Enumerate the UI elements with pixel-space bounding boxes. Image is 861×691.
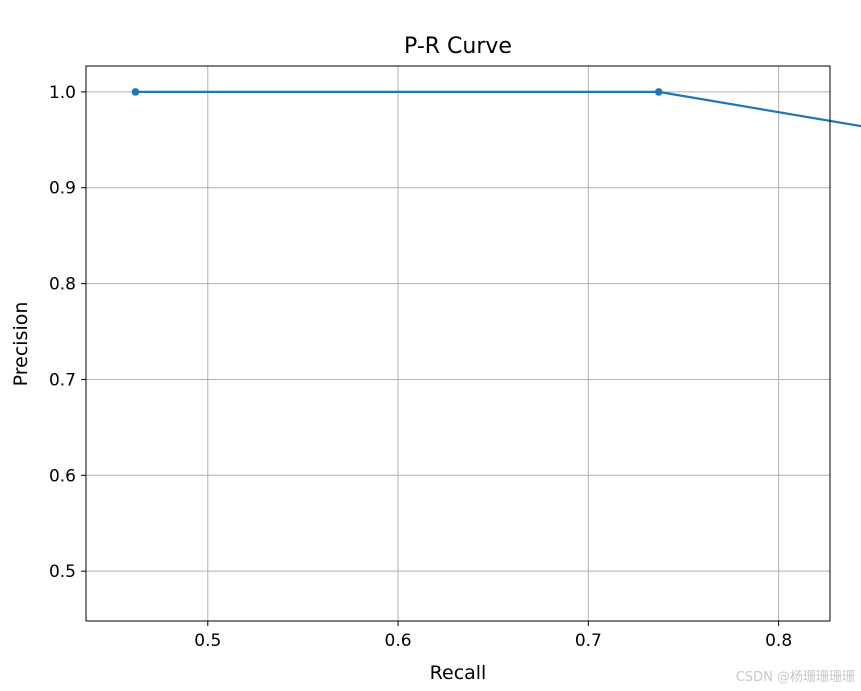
x-tick-label: 0.6 xyxy=(385,631,412,651)
x-axis-ticks: 0.50.60.70.80.91.0 xyxy=(194,621,792,651)
x-tick-label: 0.5 xyxy=(194,631,221,651)
y-tick-label: 1.0 xyxy=(49,83,76,103)
y-axis-label: Precision xyxy=(10,302,32,387)
y-axis-ticks: 0.5 0.6 0.7 0.8 0.9 1.0 xyxy=(49,83,86,582)
series-layer xyxy=(131,88,861,128)
x-axis-label: Recall xyxy=(430,662,487,684)
y-tick-label: 0.6 xyxy=(49,466,76,486)
data-point xyxy=(131,88,140,96)
y-tick-label: 0.7 xyxy=(49,370,76,390)
chart-title: P-R Curve xyxy=(404,34,512,59)
axes-frame xyxy=(85,65,831,622)
y-tick-label: 0.9 xyxy=(49,179,76,199)
data-point xyxy=(654,88,663,96)
series-line xyxy=(135,90,861,128)
watermark-text: CSDN @杨珊珊珊珊 xyxy=(735,670,855,685)
y-tick-label: 0.5 xyxy=(49,562,76,582)
x-tick-label: 0.8 xyxy=(765,631,792,651)
y-tick-label: 0.8 xyxy=(49,275,76,295)
x-tick-label: 0.7 xyxy=(575,631,602,651)
